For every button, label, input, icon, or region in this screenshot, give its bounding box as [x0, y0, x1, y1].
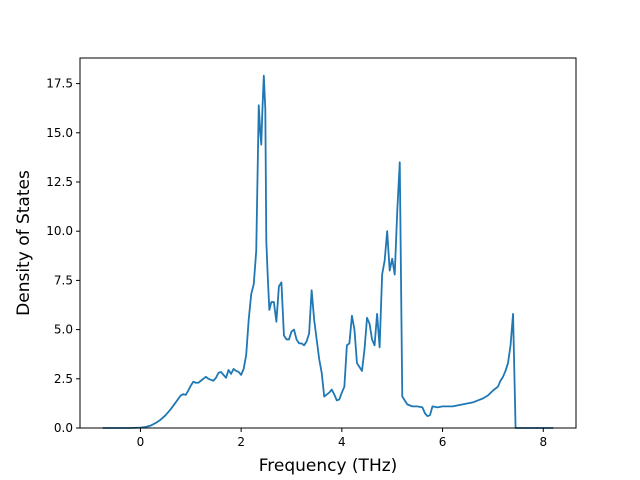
x-ticks: 0 2 4 6 8 — [137, 428, 547, 449]
y-tick-label: 15.0 — [46, 126, 73, 140]
x-tick-label: 8 — [539, 435, 547, 449]
x-axis-label: Frequency (THz) — [259, 456, 398, 476]
series-layer — [102, 74, 554, 429]
y-tick-label: 12.5 — [46, 175, 73, 189]
y-tick-label: 2.5 — [54, 372, 73, 386]
x-tick-label: 0 — [137, 435, 145, 449]
plot-frame — [79, 57, 577, 429]
y-axis-label: Density of States — [14, 170, 34, 316]
y-tick-label: 17.5 — [46, 77, 73, 91]
y-tick-label: 5.0 — [54, 323, 73, 337]
plot-background — [80, 58, 576, 428]
y-ticks: 0.0 2.5 5.0 7.5 10.0 12.5 15.0 17.5 — [46, 77, 80, 435]
y-tick-label: 7.5 — [54, 273, 73, 287]
y-tick-label: 10.0 — [46, 224, 73, 238]
dos-series-line-0 — [102, 74, 554, 429]
x-tick-label: 6 — [439, 435, 447, 449]
y-tick-label: 0.0 — [54, 421, 73, 435]
x-tick-label: 2 — [237, 435, 245, 449]
x-tick-label: 4 — [338, 435, 346, 449]
